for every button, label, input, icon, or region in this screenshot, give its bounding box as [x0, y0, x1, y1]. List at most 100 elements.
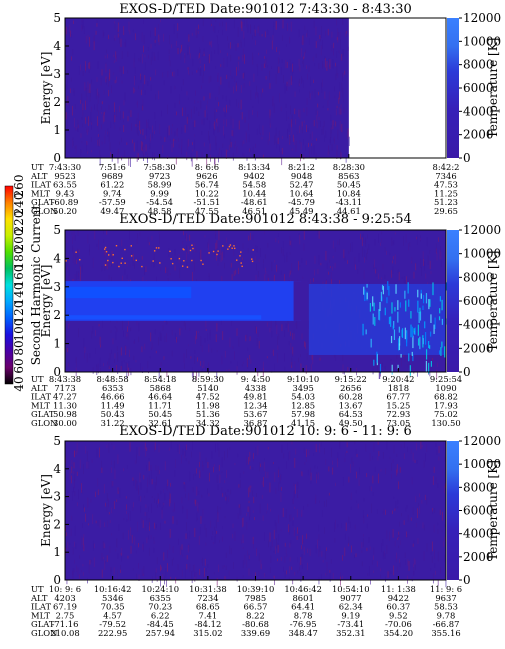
table-cell: 68.82 — [434, 392, 458, 402]
y-tick-label: 0 — [53, 365, 61, 379]
heatmap-texture — [65, 441, 447, 588]
table-cell: 45.49 — [290, 206, 314, 216]
table-cell: 7:43:30 — [49, 162, 81, 172]
y2-tick-label: 6000 — [463, 294, 494, 308]
table-cell: 66.57 — [244, 602, 268, 612]
table-cell: 8:42:2 — [433, 162, 460, 172]
y2-tick-label: 0 — [463, 151, 471, 165]
y2-tick-label: 6000 — [463, 504, 494, 518]
y2-tick-label: 2000 — [463, 341, 494, 355]
y2-axis-label: Temperature [K] — [486, 460, 500, 561]
heatmap-gap — [293, 281, 309, 321]
table-cell: -43.11 — [335, 197, 362, 207]
table-cell: 49.81 — [244, 392, 268, 402]
y-tick-label: 0 — [53, 151, 61, 165]
table-cell: 34.32 — [196, 418, 220, 428]
table-cell: 7:58:30 — [143, 162, 175, 172]
y2-tick-label: 2000 — [463, 550, 494, 564]
table-row-label: UT — [31, 374, 44, 384]
table-cell: 7:51:6 — [99, 162, 126, 172]
table-row-label: UT — [31, 584, 44, 594]
table-cell: 7234 — [197, 593, 218, 603]
table-cell: -51.51 — [194, 197, 221, 207]
table-cell: 5140 — [197, 383, 218, 393]
table-cell: 10:24:10 — [141, 584, 179, 594]
table-row-label: ALT — [30, 593, 48, 603]
panel-1: EXOS-D/TED Date:901012 7:43:30 - 8:43:30… — [30, 2, 501, 216]
panel-title: EXOS-D/TED Date:901012 7:43:30 - 8:43:30 — [119, 2, 412, 17]
y2-tick-label: 6000 — [463, 81, 494, 95]
table-cell: 64.41 — [291, 602, 315, 612]
colorbar-tick-label: 220 — [12, 211, 26, 234]
table-cell: 9689 — [102, 171, 123, 181]
y-tick-label: 1 — [53, 545, 61, 559]
table-cell: 47.55 — [195, 206, 219, 216]
y-tick-label: 4 — [53, 462, 61, 476]
table-cell: 7346 — [435, 171, 456, 181]
table-cell: 8:48:58 — [96, 374, 128, 384]
ephemeris-table: UT 8:43:38 8:48:58 8:54:18 8:59:30 9: 4:50 9:1… — [30, 374, 462, 428]
table-cell: 4.57 — [103, 610, 122, 620]
table-cell: 10:46:42 — [284, 584, 322, 594]
y2-tick-label: 0 — [463, 573, 471, 587]
y2-axis-label: Temperature [K] — [486, 38, 500, 139]
table-cell: 47.52 — [196, 392, 220, 402]
panel-title: EXOS-D/TED Date:901012 8:43:38 - 9:25:54 — [119, 212, 412, 227]
colorbar-tick-label: 180 — [12, 247, 26, 270]
y-tick-label: 3 — [53, 67, 61, 81]
table-cell: 50.45 — [337, 180, 361, 190]
table-cell: -84.12 — [194, 619, 221, 629]
y2-tick-label: 8000 — [463, 480, 494, 494]
heatmap-scatter — [65, 244, 254, 268]
y2-tick-label: 12000 — [463, 223, 501, 237]
y2-tick-label: 4000 — [463, 104, 494, 118]
table-cell: 68.65 — [196, 602, 220, 612]
table-cell: 7.41 — [199, 610, 218, 620]
table-cell: 11: 9: 6 — [430, 584, 462, 594]
table-cell: 9.19 — [341, 610, 360, 620]
table-row-label: MLT — [31, 610, 50, 620]
table-cell: 9:20:42 — [382, 374, 414, 384]
table-cell: 8563 — [338, 171, 359, 181]
table-cell: 11.71 — [148, 400, 172, 410]
table-cell: 49.47 — [100, 206, 124, 216]
colorbar — [4, 185, 14, 385]
table-cell: 6355 — [150, 593, 171, 603]
table-cell: -71.16 — [52, 619, 79, 629]
table-cell: 9077 — [340, 593, 361, 603]
table-cell: 6353 — [102, 383, 123, 393]
table-row-label: ALT — [30, 171, 48, 181]
table-cell: 72.93 — [386, 409, 410, 419]
y2-tick-label: 0 — [463, 365, 471, 379]
y-axis-label: Energy [eV] — [39, 265, 53, 338]
table-row-label: ILAT — [31, 602, 51, 612]
table-cell: 11.49 — [101, 400, 125, 410]
colorbar-tick-label: 160 — [12, 265, 26, 288]
y-tick-label: 3 — [53, 490, 61, 504]
table-cell: 60.28 — [339, 392, 363, 402]
heatmap-band-core — [65, 286, 192, 299]
table-cell: 73.05 — [386, 418, 410, 428]
temperature-bar — [447, 230, 459, 372]
y-tick-label: 5 — [53, 223, 61, 237]
colorbar-tick-label: 260 — [12, 175, 26, 198]
table-cell: 1090 — [435, 383, 456, 393]
y-tick-label: 5 — [53, 434, 61, 448]
y-tick-label: 4 — [53, 251, 61, 265]
table-cell: 12.85 — [291, 400, 315, 410]
table-cell: 8: 6:6 — [195, 162, 219, 172]
table-cell: 4338 — [245, 383, 266, 393]
table-cell: 12.34 — [244, 400, 268, 410]
table-cell: -54.54 — [146, 197, 173, 207]
table-cell: -79.52 — [99, 619, 126, 629]
table-cell: 63.55 — [53, 180, 77, 190]
y-axis-label: Energy [eV] — [39, 474, 53, 547]
table-cell: 9.99 — [150, 188, 169, 198]
panel-3: EXOS-D/TED Date:901012 10: 9: 6 - 11: 9:… — [30, 424, 501, 638]
table-cell: 9402 — [244, 171, 265, 181]
table-row-label: MLT — [31, 400, 50, 410]
table-cell: 10.64 — [290, 188, 314, 198]
table-cell: 10.84 — [337, 188, 361, 198]
table-cell: 3495 — [292, 383, 313, 393]
